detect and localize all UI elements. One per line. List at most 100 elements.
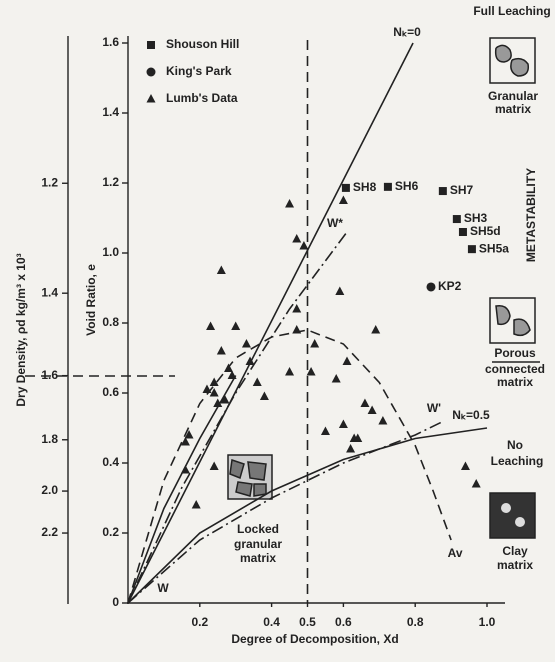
annotation: matrix xyxy=(497,558,533,572)
x-axis-label: Degree of Decomposition, Xd xyxy=(231,632,398,646)
line-label: Av xyxy=(448,546,463,560)
annotation: Clay xyxy=(502,544,528,558)
icon-granular-grains xyxy=(496,45,529,76)
y-tick-label: 0.2 xyxy=(102,525,119,539)
point xyxy=(360,399,369,408)
x-tick-label: 0.6 xyxy=(335,615,352,629)
point xyxy=(192,500,201,509)
annotation: matrix xyxy=(240,551,276,565)
y2-tick-label: 2.0 xyxy=(41,483,58,497)
point xyxy=(217,346,226,355)
point xyxy=(384,183,392,191)
legend-marker xyxy=(147,94,156,103)
x-tick-label: 0.5 xyxy=(299,615,316,629)
point xyxy=(321,427,330,436)
x-tick-label: 0.8 xyxy=(407,615,424,629)
y-tick-label: 0.8 xyxy=(102,315,119,329)
line xyxy=(128,421,444,603)
y-tick-label: 0.6 xyxy=(102,385,119,399)
line-label: W' xyxy=(427,401,441,415)
point xyxy=(332,374,341,383)
point-label: KP2 xyxy=(438,279,462,293)
point xyxy=(210,462,219,471)
annotation: Leaching xyxy=(491,454,544,468)
annotation: Full Leaching xyxy=(473,4,550,18)
annotation: Granular xyxy=(488,89,538,103)
x-tick-label: 0.4 xyxy=(263,615,280,629)
point xyxy=(342,357,351,366)
x-tick-label: 0.2 xyxy=(191,615,208,629)
point xyxy=(260,392,269,401)
point xyxy=(439,187,447,195)
legend-marker xyxy=(147,41,155,49)
y-tick-label: 1.6 xyxy=(102,35,119,49)
point xyxy=(253,378,262,387)
point-label: SH5d xyxy=(470,224,501,238)
y2-tick-label: 1.4 xyxy=(41,285,58,299)
chart: Degree of Decomposition, Xd Void Ratio, … xyxy=(0,0,555,662)
annotation: matrix xyxy=(497,375,533,389)
point xyxy=(310,339,319,348)
icon-clay-grain xyxy=(515,517,525,527)
icon-clay xyxy=(490,493,535,538)
point xyxy=(292,304,301,313)
point-label: SH5a xyxy=(479,241,509,255)
icon-clay-grain xyxy=(501,503,511,513)
line xyxy=(128,376,236,604)
y-tick-label: 1.0 xyxy=(102,245,119,259)
y2-tick-label: 1.8 xyxy=(41,432,58,446)
annotation: connected xyxy=(485,362,545,376)
icon-porous-grains xyxy=(496,306,530,336)
point xyxy=(217,266,226,275)
x-tick-label: 1.0 xyxy=(479,615,496,629)
annotation: W xyxy=(157,581,169,595)
point-label: SH3 xyxy=(464,211,488,225)
point xyxy=(468,245,476,253)
point xyxy=(339,420,348,429)
y-axis-label: Void Ratio, e xyxy=(84,264,98,336)
line-label: Nₖ=0 xyxy=(393,25,421,39)
y2-tick-label: 1.2 xyxy=(41,175,58,189)
point xyxy=(339,196,348,205)
line-label: W* xyxy=(327,216,343,230)
icon-porous xyxy=(490,298,535,343)
y-tick-label: 0.4 xyxy=(102,455,119,469)
annotation: METASTABILITY xyxy=(524,168,538,262)
point xyxy=(461,462,470,471)
legend-label: King's Park xyxy=(166,64,232,78)
annotation: No xyxy=(507,438,523,452)
point xyxy=(242,339,251,348)
y-tick-label: 1.2 xyxy=(102,175,119,189)
point xyxy=(371,325,380,334)
point xyxy=(292,234,301,243)
point xyxy=(285,367,294,376)
line-label: Nₖ=0.5 xyxy=(452,408,490,422)
legend-label: Lumb's Data xyxy=(166,91,238,105)
point xyxy=(459,228,467,236)
point xyxy=(426,282,435,291)
point xyxy=(231,322,240,331)
annotation: granular xyxy=(234,537,282,551)
y2-tick-label: 2.2 xyxy=(41,525,58,539)
point xyxy=(342,184,350,192)
y2-tick-label: 1.6 xyxy=(41,368,58,382)
y2-axis-label: Dry Density, ρd kg/m³ x 10³ xyxy=(14,253,28,406)
point-label: SH7 xyxy=(450,183,474,197)
point xyxy=(346,444,355,453)
point-label: SH6 xyxy=(395,179,419,193)
y-tick-label: 0 xyxy=(112,595,119,609)
legend-marker xyxy=(147,68,156,77)
point xyxy=(378,416,387,425)
y-tick-label: 1.4 xyxy=(102,105,119,119)
annotation: Porous xyxy=(494,346,536,360)
point-label: SH8 xyxy=(353,180,377,194)
legend-label: Shouson Hill xyxy=(166,37,239,51)
point xyxy=(335,287,344,296)
annotation: Locked xyxy=(237,522,279,536)
point xyxy=(453,215,461,223)
point xyxy=(285,199,294,208)
line xyxy=(128,43,413,603)
point xyxy=(206,322,215,331)
point xyxy=(472,479,481,488)
annotation: matrix xyxy=(495,102,531,116)
